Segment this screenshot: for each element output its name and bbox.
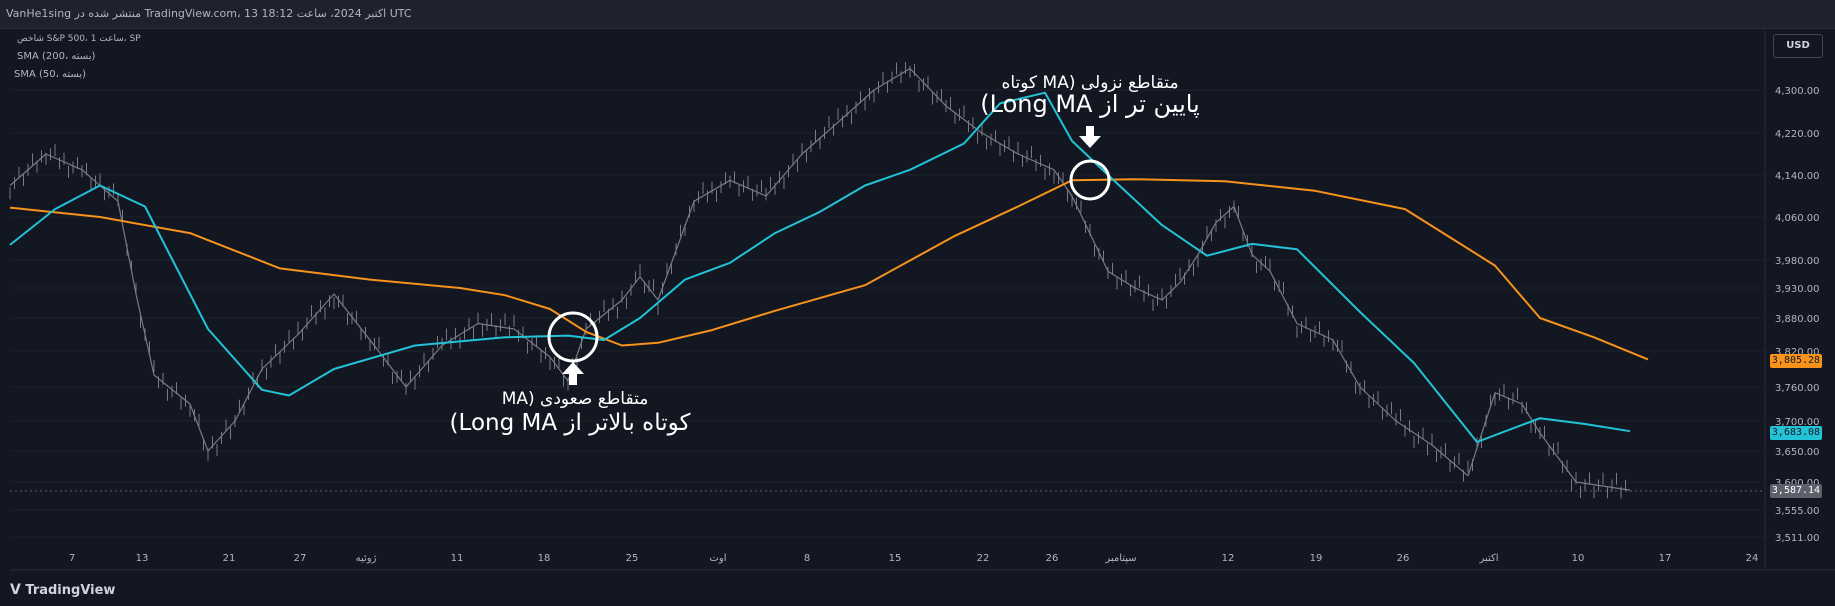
bullish-annotation-line1: متقاطع صعودی (MA: [501, 389, 649, 409]
x-tick-label: 27: [294, 553, 307, 564]
y-tick-label: 3,555.00: [1775, 506, 1820, 517]
tv-logo-icon: ᐯ: [10, 582, 21, 598]
y-tick-label: 4,060.00: [1775, 213, 1820, 224]
y-tick-label: 4,300.00: [1775, 86, 1820, 97]
chart-footer: [0, 576, 1835, 606]
x-tick-label: 8: [804, 553, 810, 564]
bearish-crossover-marker: [1069, 159, 1111, 201]
bullish-crossover-marker: [547, 311, 599, 363]
x-tick-label: اکتبر: [1478, 553, 1498, 564]
last-price-tag: 3,587.14: [1770, 484, 1822, 498]
x-tick-label: اوت: [709, 553, 726, 564]
y-tick-label: 3,980.00: [1775, 256, 1820, 267]
x-tick-label: 11: [451, 553, 464, 564]
x-tick-label: 21: [223, 553, 236, 564]
y-tick-label: 3,650.00: [1775, 447, 1820, 458]
x-tick-label: سپتامبر: [1104, 553, 1136, 564]
sma50-line: [9, 91, 1631, 443]
y-tick-label: 4,140.00: [1775, 171, 1820, 182]
publish-info: VanHe1sing منتشر شده در TradingView.com،…: [6, 7, 412, 20]
x-tick-label: 19: [1310, 553, 1323, 564]
y-tick-label: 3,700.00: [1775, 417, 1820, 428]
y-axis: 4,300.00 4,220.00 4,140.00 4,060.00 3,980.00…: [1775, 86, 1820, 544]
down-arrow-icon: [1079, 126, 1101, 148]
y-tick-label: 4,220.00: [1775, 129, 1820, 140]
y-tick-label: 3,930.00: [1775, 284, 1820, 295]
x-axis: 7 13 21 27 ژوئیه 11 18 25 اوت 8 15 22 26 سپتامبر 12 19 2…: [69, 553, 1759, 564]
x-tick-label: 12: [1222, 553, 1235, 564]
x-tick-label: ژوئیه: [356, 553, 377, 564]
y-tick-label: 3,880.00: [1775, 314, 1820, 325]
x-tick-label: 13: [136, 553, 149, 564]
chart-header: VanHe1sing منتشر شده در TradingView.com،…: [0, 0, 1835, 29]
currency-button[interactable]: USD: [1773, 34, 1823, 58]
y-tick-label: 3,820.00: [1775, 347, 1820, 358]
sma50-legend[interactable]: SMA (50، بسته): [14, 69, 87, 80]
x-tick-label: 7: [69, 553, 75, 564]
sma200-price-tag: 3,805.28: [1770, 354, 1822, 368]
x-tick-label: 25: [626, 553, 639, 564]
x-tick-label: 10: [1572, 553, 1585, 564]
sma200-line: [9, 178, 1649, 361]
x-tick-label: 18: [538, 553, 551, 564]
x-tick-label: 22: [977, 553, 990, 564]
sma-line: [9, 91, 1631, 443]
sma-line: [9, 178, 1649, 361]
x-tick-label: 17: [1659, 553, 1672, 564]
tradingview-logo[interactable]: ᐯ TradingView: [10, 582, 115, 598]
bullish-annotation-line2: کوتاه بالاتر از Long MA): [449, 410, 691, 436]
y-tick-label: 3,600.00: [1775, 478, 1820, 489]
symbol-label: شاخص S&P 500، 1 ساعت، SP: [17, 34, 141, 44]
x-tick-label: 26: [1046, 553, 1059, 564]
x-tick-label: 26: [1397, 553, 1410, 564]
bearish-annotation-line2: پایین تر از Long MA): [980, 90, 1200, 118]
x-tick-label: 15: [889, 553, 902, 564]
bearish-annotation-line1: متقاطع نزولی (MA کوتاه: [1001, 73, 1179, 93]
price-series: [9, 62, 1631, 499]
price-line: [9, 67, 1631, 491]
brand-label: TradingView: [25, 583, 116, 598]
chart-grid: [10, 89, 1765, 538]
up-arrow-icon: [562, 362, 584, 385]
y-tick-label: 3,511.00: [1775, 533, 1820, 544]
sma200-legend[interactable]: SMA (200، بسته): [17, 51, 96, 62]
sma50-price-tag: 3,683.08: [1770, 426, 1822, 440]
y-tick-label: 3,760.00: [1775, 383, 1820, 394]
x-tick-label: 24: [1746, 553, 1759, 564]
